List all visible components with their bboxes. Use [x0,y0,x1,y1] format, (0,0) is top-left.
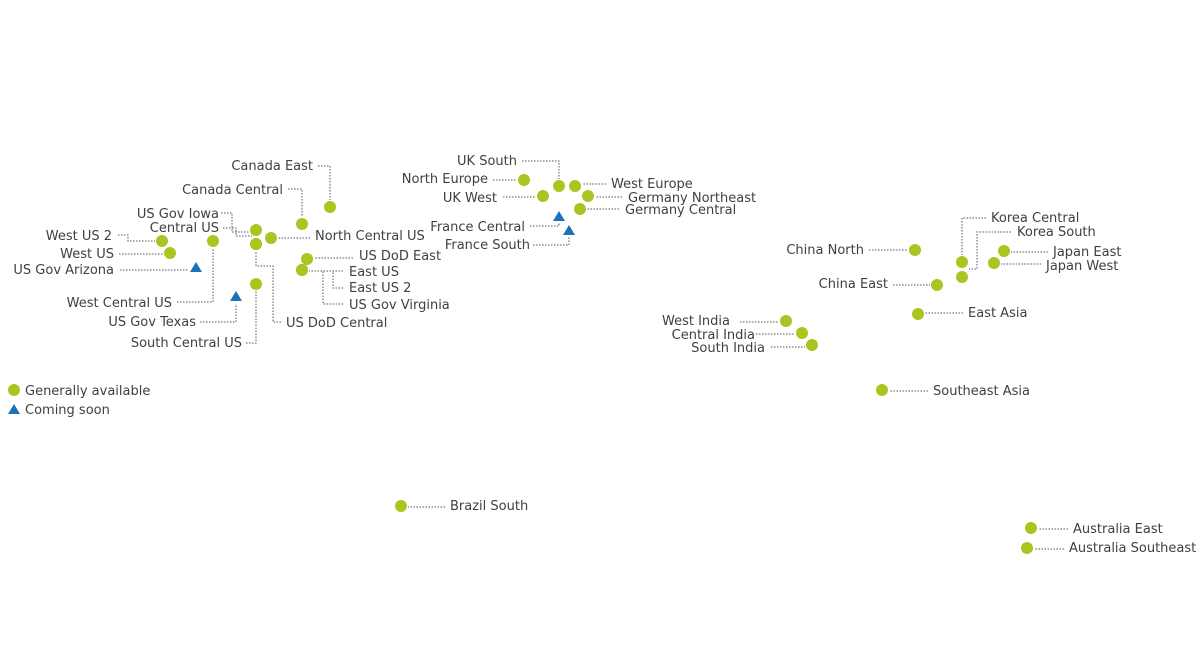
marker-coming-soon-us-gov-arizona[interactable] [190,262,202,272]
region-label-central-us: Central US [150,221,219,236]
marker-coming-soon-france-central[interactable] [553,211,565,221]
marker-available-china-north[interactable] [909,244,921,256]
region-label-uk-south: UK South [457,154,517,169]
legend: Generally available Coming soon [8,384,150,418]
marker-available-uk-south[interactable] [553,180,565,192]
marker-available-china-east[interactable] [931,279,943,291]
leader-canada-east [318,165,331,200]
leader-us-dod-central [255,251,281,323]
marker-available-us-gov-virginia[interactable] [296,264,308,276]
leader-south-central-us [246,291,257,344]
leader-lines [118,160,1068,550]
region-label-southeast-asia: Southeast Asia [933,384,1030,399]
region-label-us-gov-virginia: US Gov Virginia [349,298,450,313]
marker-available-south-central-us[interactable] [250,278,262,290]
region-label-west-europe: West Europe [611,177,693,192]
region-label-west-us: West US [60,247,114,262]
marker-available-west-europe[interactable] [569,180,581,192]
leader-west-us-2 [118,234,155,242]
region-label-north-central-us: North Central US [315,229,425,244]
marker-available-australia-east[interactable] [1025,522,1037,534]
region-label-korea-central: Korea Central [991,211,1079,226]
region-markers [156,174,1037,554]
leader-uk-south [522,160,560,179]
legend-label-coming-soon: Coming soon [25,403,110,418]
region-label-east-us: East US [349,265,399,280]
region-label-east-asia: East Asia [968,306,1027,321]
region-label-us-dod-central: US DoD Central [286,316,387,331]
leader-us-gov-iowa [221,212,249,233]
leader-korea-south [969,231,1011,270]
marker-available-germany-northeast[interactable] [582,190,594,202]
marker-available-canada-east[interactable] [324,201,336,213]
marker-available-west-us-2[interactable] [156,235,168,247]
region-label-west-us-2: West US 2 [46,229,112,244]
region-label-china-north: China North [786,243,864,258]
region-label-us-gov-arizona: US Gov Arizona [13,263,114,278]
region-label-canada-east: Canada East [231,159,313,174]
marker-available-west-us[interactable] [164,247,176,259]
leader-us-gov-virginia [322,271,343,305]
region-label-germany-northeast: Germany Northeast [628,191,756,206]
marker-available-west-india[interactable] [780,315,792,327]
region-label-korea-south: Korea South [1017,225,1096,240]
leader-central-us [223,227,252,237]
marker-available-uk-west[interactable] [537,190,549,202]
region-label-australia-southeast: Australia Southeast [1069,541,1196,556]
marker-available-australia-southeast[interactable] [1021,542,1033,554]
leader-us-gov-texas [200,304,237,323]
region-label-brazil-south: Brazil South [450,499,528,514]
marker-available-southeast-asia[interactable] [876,384,888,396]
region-label-australia-east: Australia East [1073,522,1163,537]
marker-available-us-dod-central[interactable] [250,238,262,250]
marker-coming-soon-us-gov-texas[interactable] [230,291,242,301]
marker-available-japan-west[interactable] [988,257,1000,269]
region-label-uk-west: UK West [443,191,497,206]
region-label-east-us-2: East US 2 [349,281,411,296]
marker-available-canada-central[interactable] [296,218,308,230]
region-label-us-gov-texas: US Gov Texas [108,315,196,330]
marker-available-japan-east[interactable] [998,245,1010,257]
leader-east-us-2 [332,271,343,289]
marker-available-brazil-south[interactable] [395,500,407,512]
region-label-west-india: West India [662,314,730,329]
marker-available-east-asia[interactable] [912,308,924,320]
marker-available-central-india[interactable] [796,327,808,339]
leader-france-central [530,222,560,227]
region-label-south-india: South India [691,341,765,356]
marker-coming-soon-france-south[interactable] [563,225,575,235]
region-label-japan-east: Japan East [1052,245,1121,260]
legend-available-icon [8,384,20,396]
region-label-us-dod-east: US DoD East [359,249,441,264]
marker-available-germany-central[interactable] [574,203,586,215]
region-label-canada-central: Canada Central [182,183,283,198]
region-label-us-gov-iowa: US Gov Iowa [137,207,219,222]
legend-label-generally-available: Generally available [25,384,150,399]
region-label-west-central-us: West Central US [67,296,172,311]
marker-available-korea-south[interactable] [956,271,968,283]
region-label-south-central-us: South Central US [131,336,242,351]
marker-available-north-europe[interactable] [518,174,530,186]
marker-available-south-india[interactable] [806,339,818,351]
leader-west-central-us [177,248,214,303]
marker-available-us-dod-east[interactable] [301,253,313,265]
leader-korea-central [961,217,986,255]
legend-coming-soon-icon [8,404,20,414]
region-label-france-central: France Central [430,220,525,235]
region-label-japan-west: Japan West [1045,259,1118,274]
region-label-north-europe: North Europe [402,172,488,187]
region-label-central-india: Central India [672,328,755,343]
marker-available-us-gov-iowa[interactable] [250,224,262,236]
leader-canada-central [288,188,303,217]
marker-available-west-central-us[interactable] [207,235,219,247]
marker-available-korea-central[interactable] [956,256,968,268]
region-label-france-south: France South [445,238,530,253]
marker-available-north-central-us[interactable] [265,232,277,244]
region-label-china-east: China East [819,277,888,292]
region-label-germany-central: Germany Central [625,203,736,218]
leader-france-south [533,236,570,246]
